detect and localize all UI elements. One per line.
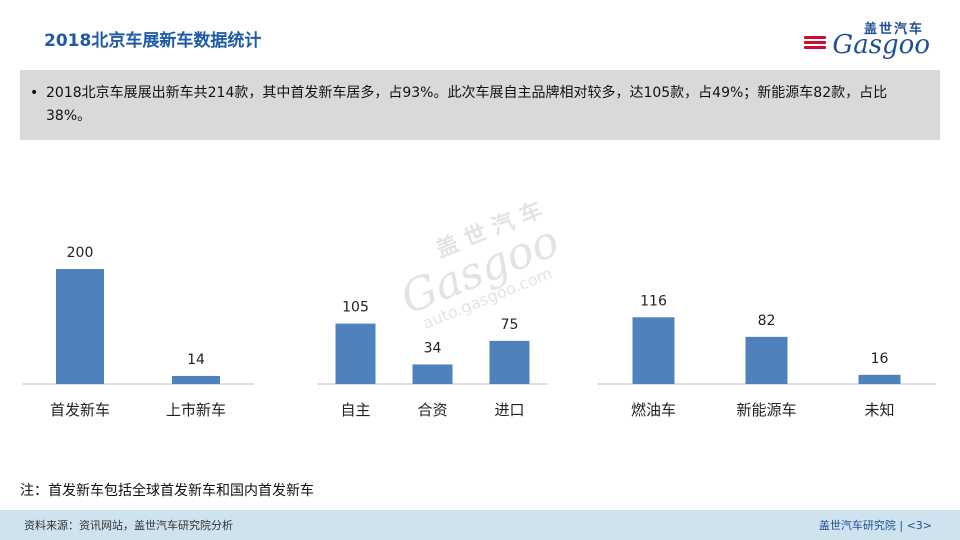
category-label-1-2: 上市新车 [166,401,226,419]
bar-1-2 [172,375,220,384]
data-label-1-2: 14 [187,352,205,368]
bar-3-3 [858,374,901,384]
footer-source: 资料来源：资讯网站，盖世汽车研究院分析 [24,519,233,532]
data-label-1-1: 200 [67,245,94,261]
logo-cn-text: 盖世汽车 [863,22,924,37]
category-label-3-2: 新能源车 [736,401,796,419]
footer-org-name: 盖世汽车研究院 [818,519,896,532]
data-label-3-3: 16 [871,351,889,367]
data-label-2-2: 34 [424,340,442,356]
bar-2-3 [489,340,530,384]
category-label-3-3: 未知 [864,401,894,419]
category-label-2-1: 自主 [340,401,370,419]
bar-2-1 [335,323,376,384]
data-label-2-1: 105 [342,300,369,316]
bar-3-2 [745,336,788,384]
logo-en-text: Gasgoo [832,30,930,60]
footer-bar: 资料来源：资讯网站，盖世汽车研究院分析 盖世汽车研究院 | <3> [0,510,960,540]
category-label-1-1: 首发新车 [50,401,110,419]
bar-1-1 [56,269,104,384]
bullet-icon: • [30,85,39,101]
summary-box: • 2018北京车展展出新车共214款，其中首发新车居多，占93%。此次车展自主… [20,70,940,140]
category-label-2-2: 合资 [417,401,447,419]
logo-stripes-icon [804,36,826,54]
data-label-3-1: 116 [640,293,667,309]
gasgoo-logo: 盖世汽车 Gasgoo [800,16,930,60]
bar-3-1 [632,317,675,384]
page-title: 2018北京车展新车数据统计 [44,31,262,51]
page-number: <3> [906,519,932,532]
data-label-3-2: 82 [758,313,776,329]
category-label-2-3: 进口 [494,401,524,419]
bar-2-2 [412,364,453,384]
summary-text: 2018北京车展展出新车共214款，其中首发新车居多，占93%。此次车展自主品牌… [46,85,888,124]
footer-org: 盖世汽车研究院 | <3> [818,519,932,532]
footnote: 注：首发新车包括全球首发新车和国内首发新车 [20,483,314,499]
data-label-2-3: 75 [501,317,519,333]
category-label-3-1: 燃油车 [631,401,676,419]
